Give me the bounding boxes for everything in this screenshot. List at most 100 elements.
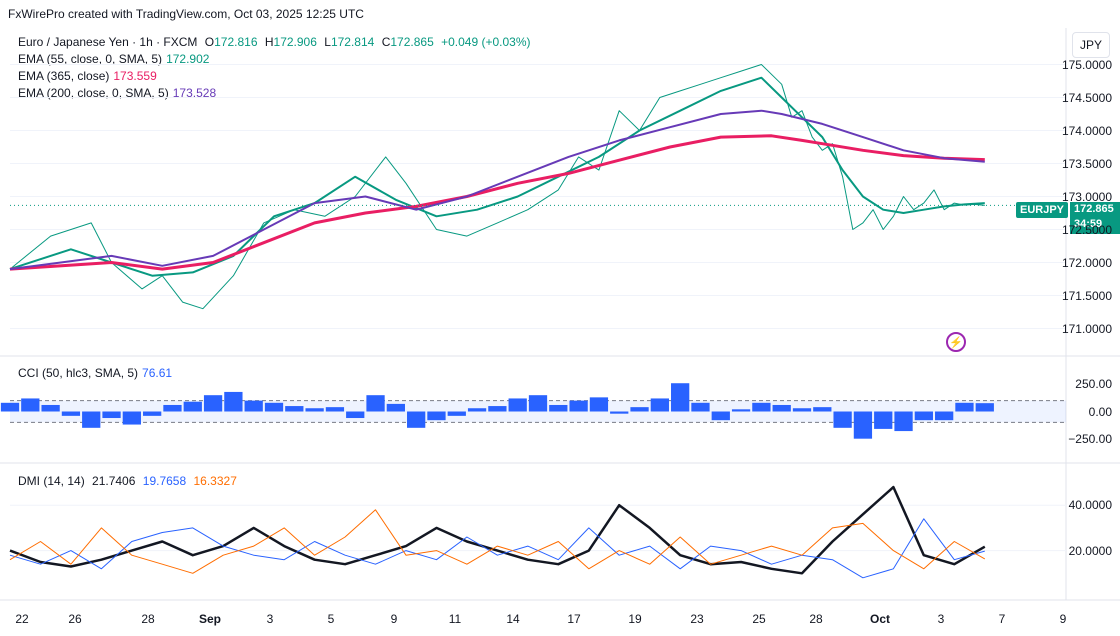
cci-bar [630, 407, 649, 412]
cci-bar [813, 407, 832, 412]
cci-bar [508, 398, 527, 412]
price-tick-label: 175.0000 [1061, 57, 1112, 72]
last-price-label: 172.865 34:59 [1070, 202, 1120, 234]
time-tick-label: 5 [327, 612, 335, 626]
cci-bar [102, 411, 121, 419]
cci-bar [224, 391, 243, 412]
ema200-line [9, 109, 985, 271]
cci-bar [935, 411, 954, 421]
change-value: +0.049 (+0.03%) [441, 35, 531, 49]
ema365-line [9, 134, 985, 271]
cci-bar [874, 411, 893, 429]
cci-bar [366, 395, 385, 412]
cci-bar [407, 411, 426, 428]
price-tick-label: 172.5000 [1061, 222, 1112, 237]
cci-bar [731, 409, 751, 412]
cci-bar [386, 403, 405, 412]
adx-line [9, 485, 986, 575]
cci-bar [853, 411, 873, 439]
low-value: L172.814 [324, 35, 375, 49]
price-tick-label: 173.0000 [1061, 189, 1112, 204]
price-tick-label: 172.0000 [1061, 255, 1112, 270]
time-tick-label: 9 [390, 612, 398, 626]
time-tick-label: Oct [869, 612, 891, 626]
cci-bar [752, 402, 771, 412]
cci-bar [549, 404, 568, 412]
ema200-value: 173.528 [172, 86, 217, 100]
symbol-name[interactable]: Euro / Japanese Yen · 1h · FXCM [18, 35, 198, 49]
cci-bar [325, 407, 345, 412]
price-tick-label: 173.5000 [1061, 156, 1112, 171]
dmi-plus-value: 19.7658 [142, 474, 187, 488]
ema55-line [9, 76, 985, 277]
cci-bar [914, 411, 933, 421]
price-tick-label: 171.0000 [1061, 321, 1112, 336]
cci-tick-label: 250.00 [1075, 377, 1112, 392]
ema55-value: 172.902 [166, 52, 210, 66]
cci-bar [894, 411, 913, 432]
cci-bar [447, 411, 466, 416]
price-line [9, 64, 985, 310]
ema365-value: 173.559 [113, 69, 157, 83]
price-tick-label: 174.0000 [1061, 123, 1112, 138]
open-value: O172.816 [204, 35, 258, 49]
cci-bar [467, 408, 487, 412]
cci-bar [122, 411, 141, 425]
cci-bar [346, 411, 365, 419]
time-tick-label: 28 [141, 612, 155, 626]
cci-bar [0, 402, 20, 412]
cci-value: 76.61 [142, 366, 173, 380]
time-tick-label: 9 [1059, 612, 1067, 626]
cci-bar [671, 383, 690, 412]
close-value: C172.865 [381, 35, 434, 49]
cci-bar [650, 398, 669, 412]
time-tick-label: 11 [448, 612, 462, 626]
cci-tick-label: −250.00 [1068, 431, 1112, 446]
dmi-tick-label: 40.0000 [1068, 498, 1112, 513]
ema365-legend[interactable]: EMA (365, close) 173.559 [18, 69, 157, 83]
currency-button[interactable]: JPY [1072, 32, 1110, 58]
chart-credit: FxWirePro created with TradingView.com, … [8, 7, 364, 21]
cci-bar [285, 406, 304, 412]
cci-bar [41, 404, 60, 412]
dmi-adx-value: 21.7406 [92, 474, 136, 488]
cci-bar [305, 408, 324, 412]
ema200-legend[interactable]: EMA (200, close, 0, SMA, 5) 173.528 [18, 86, 217, 100]
time-tick-label: 19 [628, 612, 642, 626]
time-tick-label: 23 [690, 612, 704, 626]
lightning-icon[interactable]: ⚡ [946, 332, 966, 352]
dmi-legend[interactable]: DMI (14, 14) 21.7406 19.7658 16.3327 [18, 474, 237, 488]
time-tick-label: 7 [998, 612, 1006, 626]
time-tick-label: 3 [937, 612, 945, 626]
cci-bar [975, 403, 994, 412]
symbol-legend: Euro / Japanese Yen · 1h · FXCM O172.816… [18, 35, 535, 49]
cci-bar [163, 404, 182, 412]
cci-bar [264, 402, 284, 412]
time-tick-label: 3 [266, 612, 274, 626]
cci-bar [711, 411, 730, 421]
cci-bar [772, 404, 791, 412]
di-minus-line [9, 509, 986, 574]
time-tick-label: 26 [68, 612, 82, 626]
cci-bar [244, 400, 263, 412]
cci-tick-label: 0.00 [1088, 404, 1112, 419]
cci-bar [427, 411, 446, 421]
time-tick-label: 17 [567, 612, 581, 626]
cci-bar [203, 395, 223, 412]
cci-bar [528, 395, 548, 412]
cci-bar [488, 406, 507, 412]
cci-bar [955, 402, 974, 412]
cci-bar [833, 411, 852, 428]
high-value: H172.906 [264, 35, 317, 49]
cci-bar [610, 411, 629, 414]
time-tick-label: 14 [506, 612, 520, 626]
cci-legend[interactable]: CCI (50, hlc3, SMA, 5) 76.61 [18, 366, 173, 380]
cci-bar [589, 397, 609, 412]
cci-bar [143, 411, 162, 416]
dmi-tick-label: 20.0000 [1068, 543, 1112, 558]
time-tick-label: 25 [752, 612, 766, 626]
ema55-legend[interactable]: EMA (55, close, 0, SMA, 5) 172.902 [18, 52, 210, 66]
bar-countdown: 34:59 [1074, 218, 1103, 230]
price-tick-label: 171.5000 [1061, 288, 1112, 303]
